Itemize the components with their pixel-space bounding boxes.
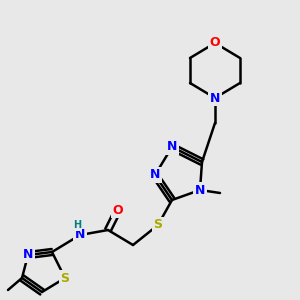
Text: H: H [73,220,81,230]
Text: O: O [210,37,220,50]
Text: N: N [167,140,177,154]
Text: N: N [75,229,85,242]
Text: N: N [210,92,220,104]
Text: N: N [23,248,33,262]
Text: N: N [195,184,205,196]
Text: S: S [61,272,70,284]
Text: S: S [154,218,163,232]
Text: O: O [113,203,123,217]
Text: N: N [150,169,160,182]
